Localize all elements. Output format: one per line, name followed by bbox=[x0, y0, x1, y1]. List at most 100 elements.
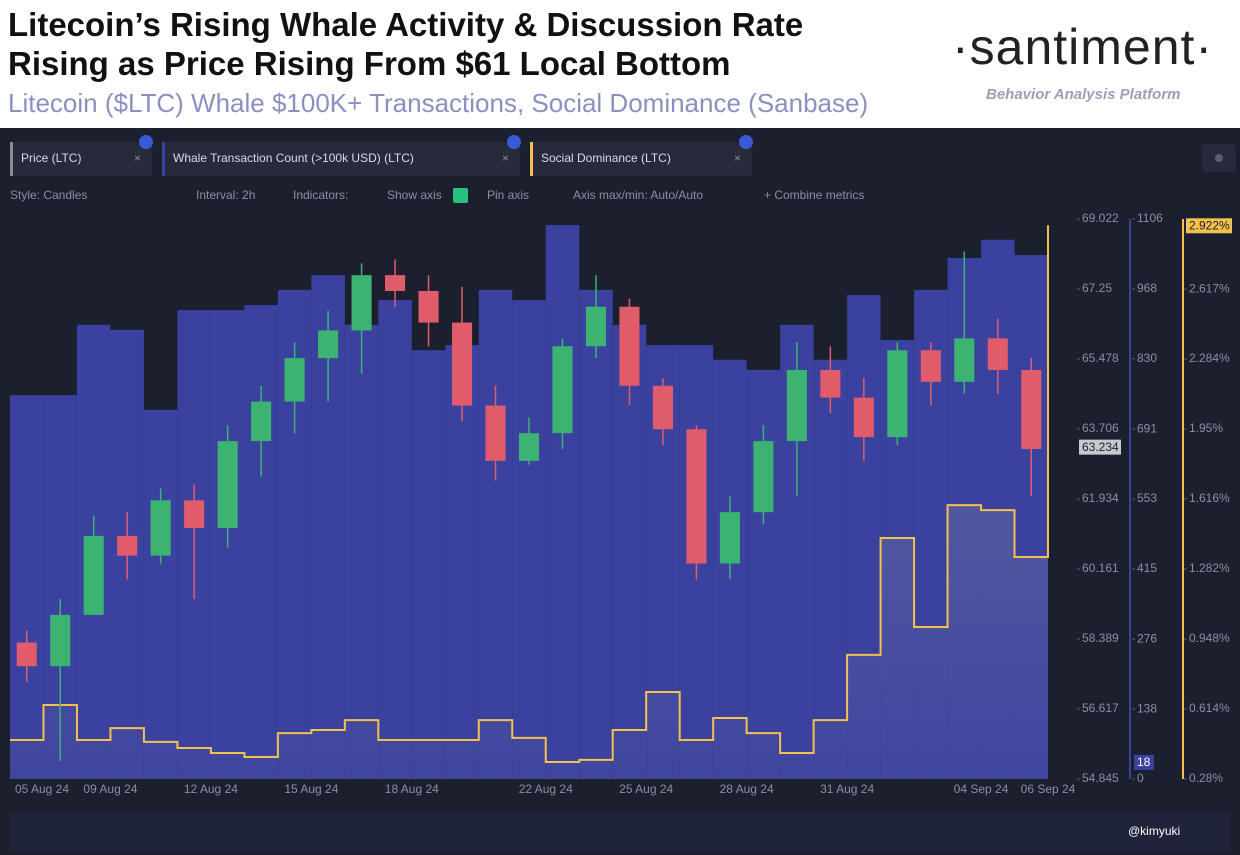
x-tick-label: 22 Aug 24 bbox=[519, 782, 573, 796]
watermark: @kimyuki bbox=[1128, 824, 1180, 838]
candle-body bbox=[585, 306, 607, 347]
last-social-box bbox=[1186, 218, 1232, 234]
x-tick-label: 28 Aug 24 bbox=[720, 782, 774, 796]
candle-body bbox=[987, 338, 1008, 370]
candle-body bbox=[251, 401, 272, 442]
toolbar-option[interactable]: Style: Candles bbox=[10, 188, 87, 202]
candle-body bbox=[652, 385, 673, 430]
x-tick-label: 12 Aug 24 bbox=[184, 782, 238, 796]
candle-body bbox=[318, 330, 339, 359]
x-tick-label: 05 Aug 24 bbox=[15, 782, 69, 796]
metric-tab[interactable] bbox=[10, 142, 152, 176]
candle-body bbox=[117, 535, 138, 556]
tab-color bbox=[10, 142, 13, 176]
navigator[interactable] bbox=[10, 812, 1230, 852]
y-tick-label: 830 bbox=[1137, 351, 1157, 365]
last-price-box bbox=[1079, 439, 1121, 455]
candle-body bbox=[418, 290, 439, 323]
title-line: Litecoin’s Rising Whale Activity & Discu… bbox=[8, 6, 804, 43]
y-tick-label: 58.389 bbox=[1082, 631, 1119, 645]
candle-body bbox=[719, 512, 740, 564]
y-tick-label: 1.95% bbox=[1189, 421, 1223, 435]
y-tick-label: 968 bbox=[1137, 281, 1157, 295]
whale-bar bbox=[545, 225, 580, 780]
y-tick-label: 691 bbox=[1137, 421, 1157, 435]
tab-label: Social Dominance (LTC) bbox=[541, 151, 671, 165]
whale-bar bbox=[411, 350, 446, 779]
toolbar-option[interactable]: Show axis bbox=[387, 188, 442, 202]
candle-body bbox=[184, 500, 205, 528]
whale-bar bbox=[378, 300, 412, 779]
ltc-icon bbox=[507, 135, 521, 149]
x-tick-label: 15 Aug 24 bbox=[284, 782, 338, 796]
last-whale-box bbox=[1134, 754, 1154, 770]
candle-body bbox=[385, 275, 406, 291]
candle-body bbox=[217, 441, 238, 528]
tab-close: × bbox=[134, 151, 141, 165]
tab-close: × bbox=[734, 151, 741, 165]
y-tick-label: 0.948% bbox=[1189, 631, 1230, 645]
tab-label: Price (LTC) bbox=[21, 151, 81, 165]
x-tick-label: 18 Aug 24 bbox=[385, 782, 439, 796]
whale-bar bbox=[244, 305, 278, 779]
toolbar-option[interactable]: Axis max/min: Auto/Auto bbox=[573, 188, 703, 202]
candle-body bbox=[16, 642, 37, 667]
checkbox bbox=[453, 188, 468, 203]
x-tick-label: 31 Aug 24 bbox=[820, 782, 874, 796]
last-whale-label: 18 bbox=[1137, 755, 1151, 769]
y-tick-label: 63.706 bbox=[1082, 421, 1119, 435]
candle-body bbox=[853, 397, 874, 438]
toolbar-option[interactable]: Pin axis bbox=[487, 188, 529, 202]
x-tick-label: 04 Sep 24 bbox=[954, 782, 1009, 796]
candle-body bbox=[83, 535, 104, 615]
candle-body bbox=[619, 306, 640, 386]
social-line bbox=[10, 225, 1049, 764]
metric-tab[interactable] bbox=[530, 142, 752, 176]
y-tick-label: 2.617% bbox=[1189, 281, 1230, 295]
y-tick-label: 415 bbox=[1137, 561, 1157, 575]
title-line: Rising as Price Rising From $61 Local Bo… bbox=[8, 45, 731, 82]
tab-color bbox=[530, 142, 533, 176]
y-tick-label: 1.282% bbox=[1189, 561, 1230, 575]
toolbar-option[interactable]: Indicators: bbox=[293, 188, 348, 202]
candle-body bbox=[686, 429, 707, 564]
candle-body bbox=[820, 369, 841, 398]
y-tick-label: 138 bbox=[1137, 701, 1157, 715]
candle-body bbox=[552, 346, 573, 434]
whale-bar bbox=[579, 289, 613, 779]
candle-body bbox=[150, 500, 171, 556]
y-tick-label: 0.614% bbox=[1189, 701, 1230, 715]
candle-body bbox=[485, 405, 506, 461]
candle-body bbox=[518, 433, 540, 461]
y-tick-label: 56.617 bbox=[1082, 701, 1119, 715]
candle-body bbox=[954, 338, 975, 382]
last-price-label: 63.234 bbox=[1082, 440, 1119, 454]
social-area bbox=[10, 225, 1048, 779]
y-tick-label: 2.284% bbox=[1189, 351, 1230, 365]
y-tick-label: 276 bbox=[1137, 631, 1157, 645]
logo: ·santiment· bbox=[952, 19, 1214, 75]
y-tick-label: 60.161 bbox=[1082, 561, 1119, 575]
whale-bar bbox=[813, 359, 848, 779]
candle-body bbox=[1021, 369, 1042, 449]
x-tick-label: 06 Sep 24 bbox=[1021, 782, 1076, 796]
last-social-label: 2.922% bbox=[1189, 218, 1230, 232]
ltc-icon bbox=[739, 135, 753, 149]
tab-color bbox=[162, 142, 165, 176]
candle-body bbox=[451, 322, 473, 406]
toolbar-option[interactable]: + Combine metrics bbox=[764, 188, 864, 202]
whale-bar bbox=[143, 409, 178, 779]
y-tick-label: 65.478 bbox=[1082, 351, 1119, 365]
candle-body bbox=[920, 350, 941, 382]
candle-body bbox=[786, 369, 807, 442]
chart: Price (LTC) × Whale Transaction Count (>10… bbox=[0, 128, 1240, 855]
whale-bar bbox=[478, 289, 513, 779]
y-tick-label: 0 bbox=[1137, 771, 1144, 785]
metric-tab[interactable] bbox=[162, 142, 520, 176]
candle-body bbox=[887, 350, 908, 438]
y-tick-label: 1.616% bbox=[1189, 491, 1230, 505]
toolbar-option[interactable]: Interval: 2h bbox=[196, 188, 255, 202]
tagline: Behavior Analysis Platform bbox=[986, 86, 1181, 103]
y-tick-label: 69.022 bbox=[1082, 211, 1119, 225]
candle-body bbox=[351, 275, 372, 331]
